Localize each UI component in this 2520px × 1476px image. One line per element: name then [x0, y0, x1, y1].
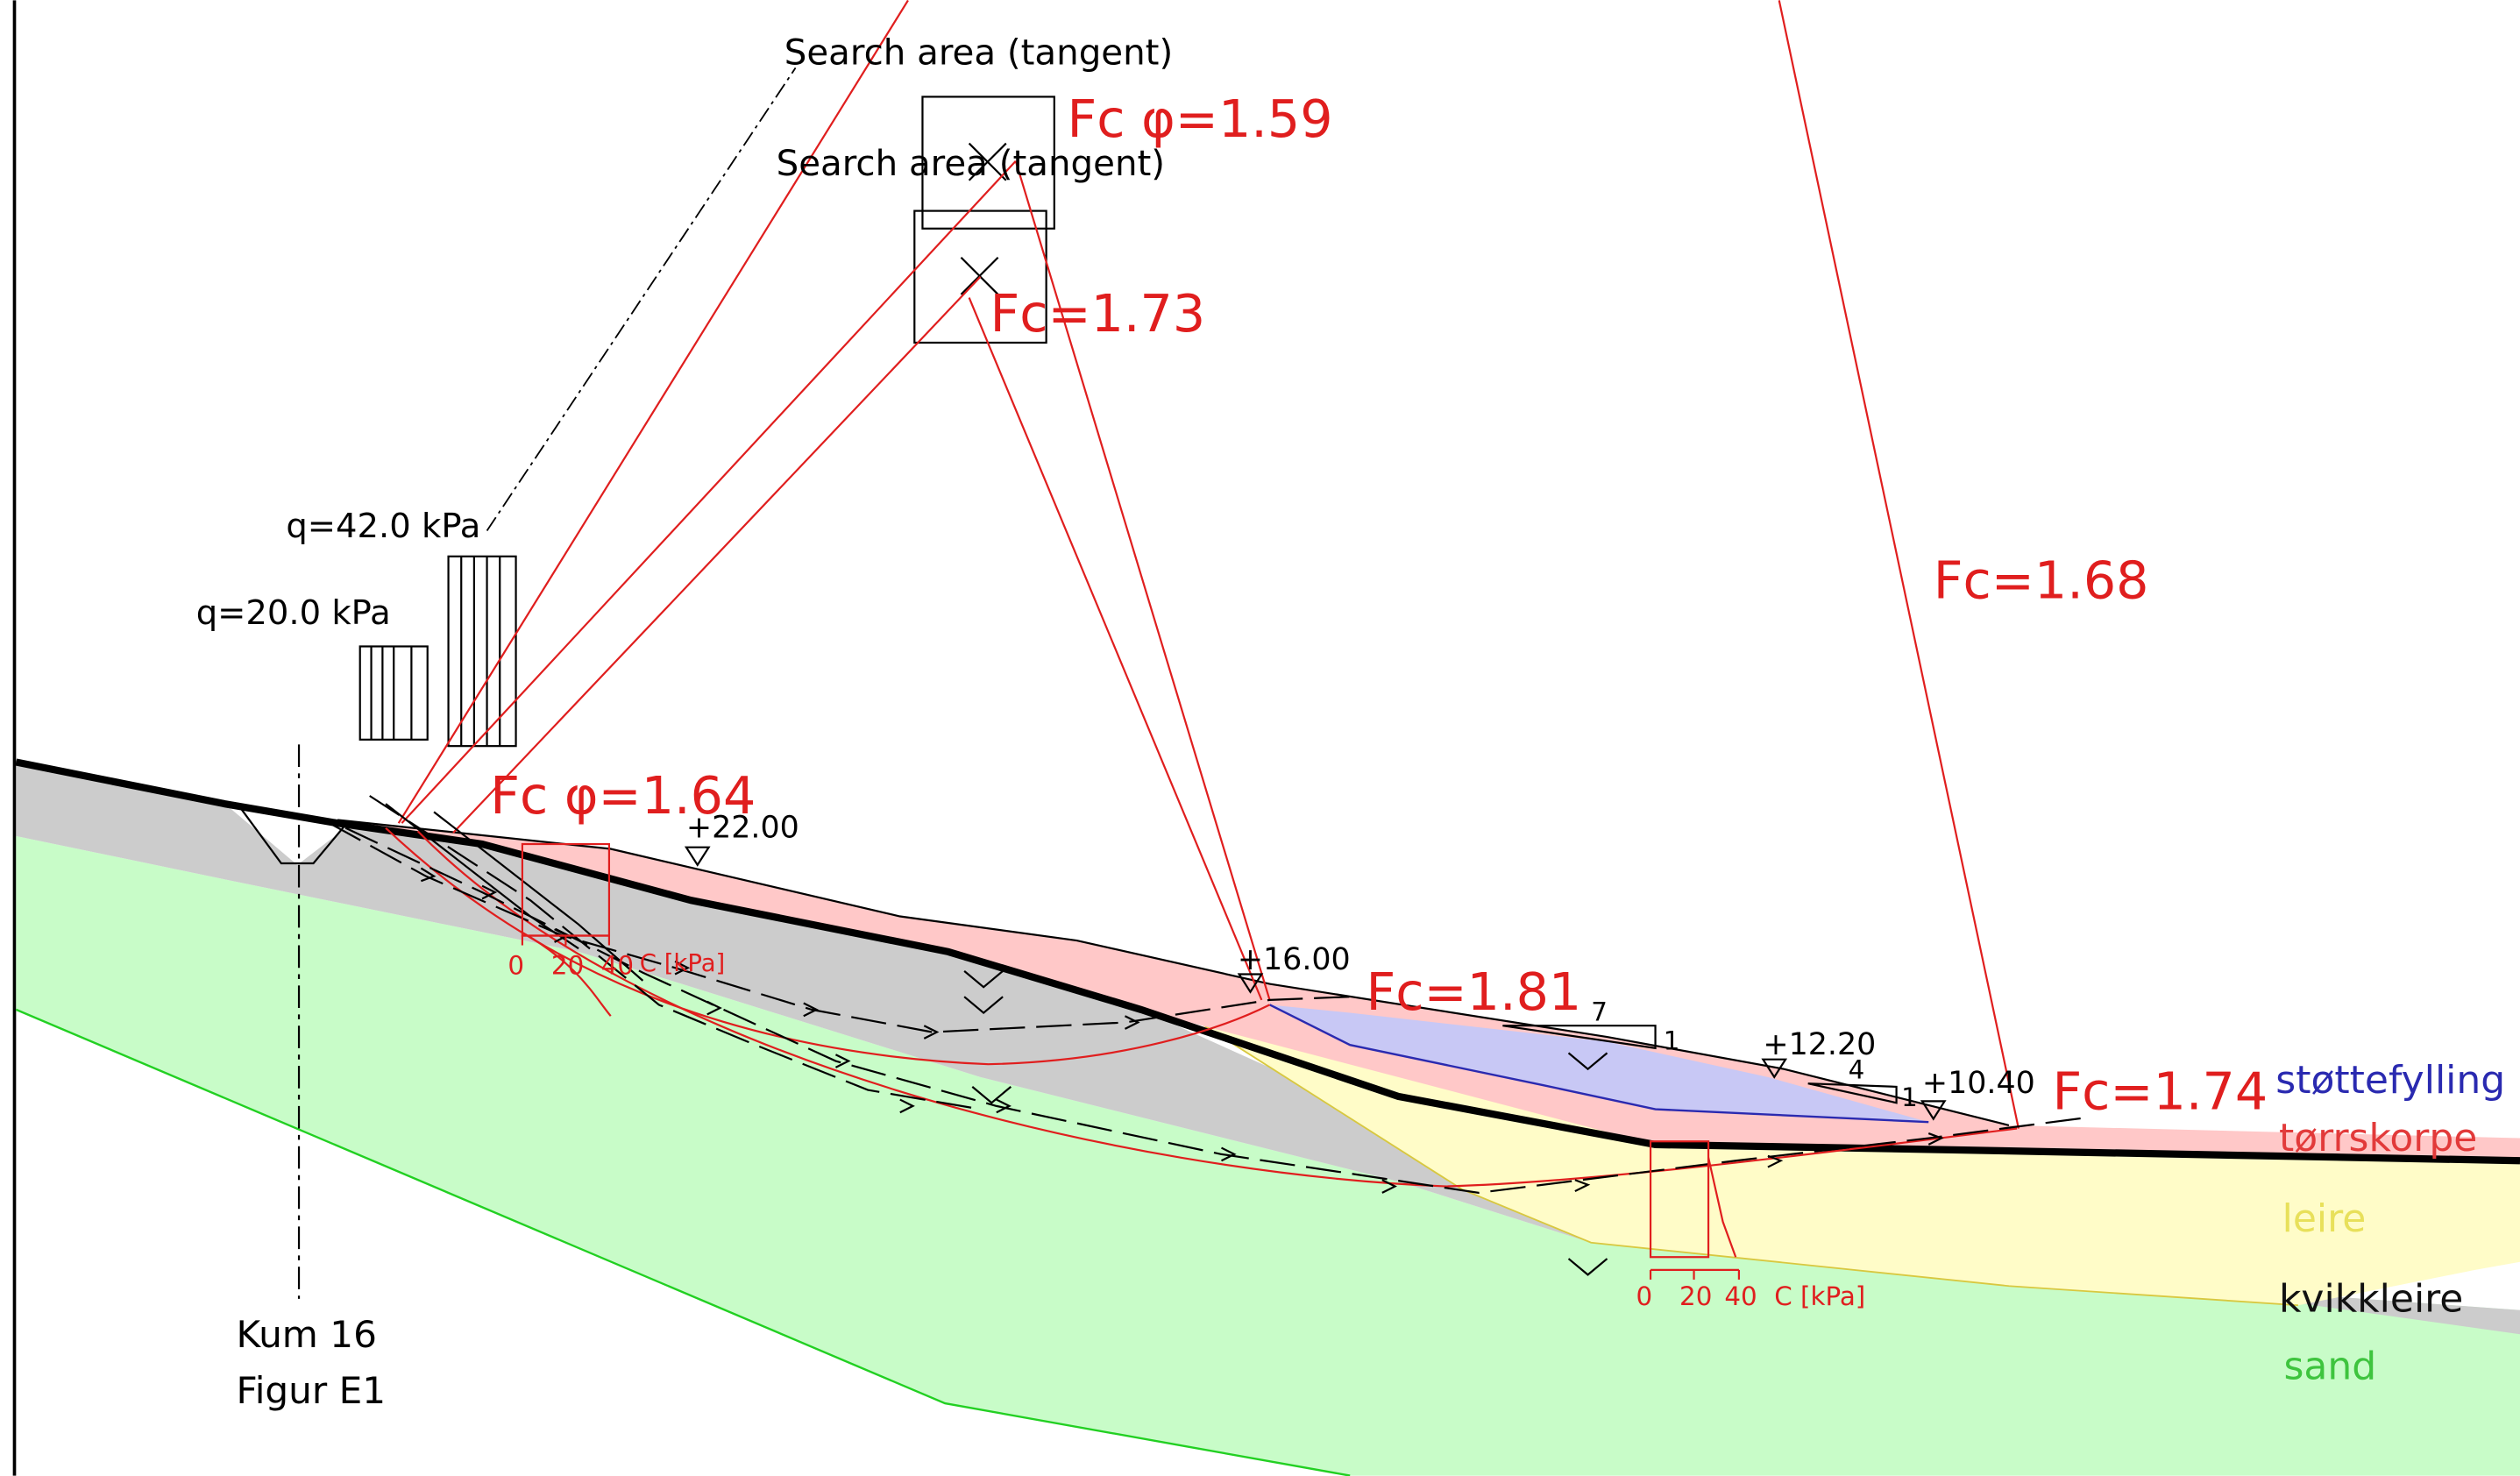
load-20-hatch: [358, 645, 429, 741]
elevation-2200: +22.00: [686, 811, 799, 846]
elevation-1040: +10.40: [1922, 1066, 2035, 1101]
fc-phi-164-label: Fc φ=1.64: [490, 766, 756, 826]
legend-leire: leire: [2282, 1196, 2367, 1241]
elevation-1600: +16.00: [1238, 942, 1351, 977]
slope-label-7: 7: [1591, 997, 1608, 1027]
fc-174-label: Fc=1.74: [2052, 1062, 2268, 1122]
scale1-unit: C [kPa]: [640, 949, 726, 977]
legend-torrskorpe: tørrskorpe: [2279, 1116, 2477, 1160]
legend-kvikkleire: kvikkleire: [2279, 1277, 2463, 1322]
search-area-box-1: [921, 96, 1055, 230]
scale2-20: 20: [1679, 1281, 1712, 1311]
fc-181-label: Fc=1.81: [1366, 962, 1582, 1022]
fc-173-label: Fc=1.73: [990, 284, 1205, 344]
leire-edge-line: [1189, 1015, 2299, 1307]
load-label-42: q=42.0 kPa: [286, 507, 480, 546]
layer-sand: [16, 835, 2520, 1476]
slope-label-1a: 1: [1664, 1026, 1680, 1056]
ground-surface: [15, 758, 2520, 1165]
search-area-box-2: [913, 209, 1047, 344]
slope-indicators: [1502, 1025, 1898, 1104]
layer-stottefylling: [1269, 1004, 1929, 1123]
layer-kvikkleire: [16, 765, 2520, 1335]
legend-stottefylling: støttefylling: [2275, 1058, 2505, 1103]
sand-bottom-line: [15, 1008, 1351, 1476]
slip-arrowheads: [420, 867, 1944, 1194]
load-42-hatch: [447, 555, 517, 748]
fc-phi-159-label: Fc φ=1.59: [1067, 89, 1332, 149]
slope-label-4: 4: [1849, 1055, 1865, 1085]
scale2-0: 0: [1636, 1281, 1653, 1311]
slope-label-1b: 1: [1901, 1082, 1918, 1112]
elevation-triangles: [684, 846, 1947, 1121]
scale1-20: 20: [551, 951, 584, 981]
layer-torrskorpe: [337, 820, 2520, 1161]
search-area-label-1: Search area (tangent): [784, 32, 1173, 74]
elevation-1220: +12.20: [1763, 1027, 1876, 1062]
figure-label: Figur E1: [237, 1369, 387, 1412]
kum-label: Kum 16: [237, 1313, 377, 1356]
search-area-label-2: Search area (tangent): [777, 143, 1165, 184]
slip-surfaces: [385, 0, 2020, 1188]
water-level-marks: [963, 970, 1608, 1276]
search-leader: [486, 67, 797, 531]
scale1-0: 0: [508, 951, 524, 981]
search-center-mark-2: [960, 256, 999, 295]
terrain-thin-line: [337, 819, 2010, 1126]
ditch: [240, 808, 347, 865]
strength-profile-1: [521, 842, 611, 946]
layer-leire: [1189, 1016, 2520, 1306]
stottefylling-line: [1268, 1004, 1929, 1124]
load-label-20: q=20.0 kPa: [196, 593, 391, 633]
strength-profile-2: [1649, 1140, 1740, 1280]
search-center-mark-1: [968, 142, 1007, 181]
fc-168-label: Fc=1.68: [1934, 550, 2149, 610]
scale2-40: 40: [1724, 1281, 1757, 1311]
legend-sand: sand: [2283, 1345, 2376, 1389]
scale1-40: 40: [601, 951, 634, 981]
scale2-unit: C [kPa]: [1774, 1281, 1865, 1311]
